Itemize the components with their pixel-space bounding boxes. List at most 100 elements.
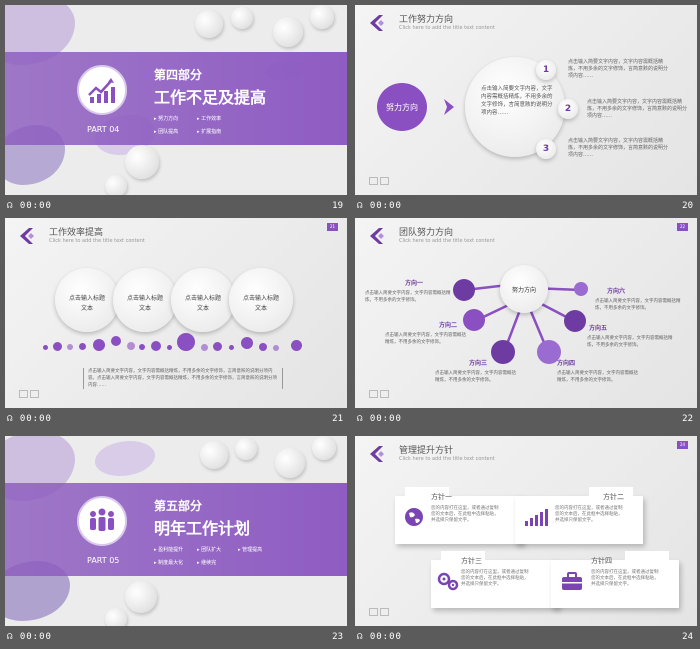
title-chevron-icon <box>370 446 384 462</box>
slide-subtitle: Click here to add the title text content <box>399 25 495 31</box>
bubble-decoration <box>125 145 159 179</box>
step-text: 点击输入简要文字内容，文字内容需概括精炼，不用多余的文字修饰，言简意赅的说明分项… <box>568 138 669 158</box>
title-band: PART 05 第五部分 明年工作计划 ▸ 盈利能提升 ▸ 团队扩大 ▸ 管理提… <box>5 483 347 576</box>
step-badge: 1 <box>536 60 556 80</box>
card-text: 您的内容打在这里，或者通过复制您的文本后，在此框中选择粘贴，并选择只保留文字。 <box>555 506 623 523</box>
slide-badge: 24 <box>677 441 688 449</box>
slide-nav-controls[interactable] <box>369 601 391 620</box>
bubble-decoration <box>125 581 157 613</box>
direction-text: 点击输入简要文字内容，文字内容需概括精炼，不用多余的文字修饰。 <box>365 291 451 303</box>
globe-icon <box>405 508 423 526</box>
title-chevron-icon <box>20 228 34 244</box>
direction-text: 点击输入简要文字内容，文字内容需概括精炼，不用多余的文字修饰。 <box>595 299 681 311</box>
agenda-item: ▸ 工作效率 <box>197 116 222 122</box>
slide-nav-controls[interactable] <box>369 170 391 189</box>
slide-subtitle: Click here to add the title text content <box>399 456 495 462</box>
slide-number: 24 <box>682 632 693 642</box>
slide-subtitle: Click here to add the title text content <box>399 238 495 244</box>
agenda-item: ▸ 管理提高 <box>238 547 263 553</box>
content-circle-text: 点击输入简要文字内容，文字内容需概括精炼，不用多余的文字修饰，言简意赅的说明分项… <box>481 86 553 116</box>
slide-nav-controls[interactable] <box>369 383 391 402</box>
direction-label: 方向四 <box>557 360 576 367</box>
section-title: 明年工作计划 <box>154 519 251 538</box>
step-text: 点击输入简要文字内容，文字内容需概括精炼，不用多余的文字修饰，言简意赅的说明分项… <box>587 99 688 119</box>
card-text: 您的内容打在这里，或者通过复制您的文本后，在此框中选择粘贴，并选择只保留文字。 <box>461 570 529 587</box>
petal-decoration <box>95 441 155 476</box>
direction-text: 点击输入简要文字内容，文字内容需概括精炼，不用多余的文字修饰。 <box>385 333 466 345</box>
card-title: 方针一 <box>431 493 452 501</box>
policy-card: 方针三 您的内容打在这里，或者通过复制您的文本后，在此框中选择粘贴，并选择只保留… <box>431 551 559 608</box>
topic-circle-text: 点击输入标题文本 <box>127 295 164 312</box>
slide-nav-controls[interactable] <box>19 383 41 402</box>
bubble-decoration <box>231 7 253 29</box>
direction-label: 方向五 <box>589 325 608 332</box>
slide-number: 21 <box>332 414 343 424</box>
slide-title: 工作效率提高 <box>49 228 104 238</box>
agenda-item: ▸ 制度最大化 <box>154 560 184 566</box>
card-title: 方针二 <box>603 493 624 501</box>
slide-footer: ☊ 00:00 23 <box>5 630 347 646</box>
direction-node <box>463 309 485 331</box>
section-heading: 第四部分 <box>154 68 203 82</box>
bubble-decoration <box>195 10 223 38</box>
topic-circle-text: 点击输入标题文本 <box>69 295 106 312</box>
summary-text: 点击输入简要文字内容，文字内容需概括精炼，不用多余的文字修饰，言简意赅的说明分项… <box>83 368 283 389</box>
slide-badge: 21 <box>327 223 338 231</box>
bubble-decoration <box>312 436 336 460</box>
timer-readout: ☊ 00:00 <box>357 201 402 211</box>
policy-card: 方针四 您的内容打在这里，或者通过复制您的文本后，在此框中选择粘贴，并选择只保留… <box>551 551 679 608</box>
slide-footer: ☊ 00:00 22 <box>355 412 697 428</box>
section-icon-circle <box>77 65 127 115</box>
topic-circle <box>113 268 177 332</box>
slide-title: 团队努力方向 <box>399 228 454 238</box>
slide-subtitle: Click here to add the title text content <box>49 238 145 244</box>
direction-label: 方向一 <box>405 280 424 287</box>
agenda-item: ▸ 盈利能提升 <box>154 547 184 553</box>
part-label: PART 04 <box>87 125 120 134</box>
policy-card: 方针一 您的内容打在这里，或者通过复制您的文本后，在此框中选择粘贴，并选择只保留… <box>395 487 523 544</box>
slide-footer: ☊ 00:00 20 <box>355 199 697 215</box>
direction-label: 方向六 <box>607 288 626 295</box>
arrow-right-icon <box>444 99 454 115</box>
slide-footer: ☊ 00:00 21 <box>5 412 347 428</box>
bubble-decoration <box>310 5 334 29</box>
slide-number: 22 <box>682 414 693 424</box>
direction-node <box>537 340 561 364</box>
title-band: PART 04 第四部分 工作不足及提高 ▸ 努力方向 ▸ 工作效率 ▸ 团队提… <box>5 52 347 145</box>
step-text: 点击输入简要文字内容，文字内容需概括精炼，不用多余的文字修饰，言简意赅的说明分项… <box>568 59 669 79</box>
title-chevron-icon <box>370 15 384 31</box>
timer-readout: ☊ 00:00 <box>357 632 402 642</box>
agenda-item: ▸ 努力方向 <box>154 116 179 122</box>
timer-readout: ☊ 00:00 <box>357 414 402 424</box>
direction-text: 点击输入简要文字内容，文字内容需概括精炼，不用多余的文字修饰。 <box>557 371 638 383</box>
slide-footer: ☊ 00:00 24 <box>355 630 697 646</box>
part-label: PART 05 <box>87 556 120 565</box>
slide-number: 20 <box>682 201 693 211</box>
slide-badge: 22 <box>677 223 688 231</box>
direction-text: 点击输入简要文字内容，文字内容需概括精炼，不用多余的文字修饰。 <box>587 336 673 348</box>
agenda-item: ▸ 扩展指南 <box>197 129 222 135</box>
agenda-item: ▸ 团队提高 <box>154 129 179 135</box>
slide-footer: ☊ 00:00 19 <box>5 199 347 215</box>
bar-chart-icon <box>525 509 548 526</box>
direction-node <box>564 310 586 332</box>
gears-icon <box>437 572 459 591</box>
focus-circle: 努力方向 <box>377 83 427 131</box>
bubble-decoration <box>275 448 305 478</box>
topic-circle <box>229 268 293 332</box>
title-chevron-icon <box>370 228 384 244</box>
direction-node <box>574 282 588 296</box>
growth-chart-icon <box>88 78 115 103</box>
topic-circle <box>55 268 119 332</box>
topic-circle-text: 点击输入标题文本 <box>243 295 280 312</box>
section-icon-circle <box>77 496 127 546</box>
step-badge: 3 <box>536 139 556 159</box>
hub-circle: 努力方向 <box>500 265 548 313</box>
bubble-decoration <box>235 438 257 460</box>
timer-readout: ☊ 00:00 <box>7 201 52 211</box>
policy-card: 方针二 您的内容打在这里，或者通过复制您的文本后，在此框中选择粘贴，并选择只保留… <box>515 487 643 544</box>
bubble-decoration <box>273 17 303 47</box>
spoke-lines <box>464 281 582 353</box>
slide-number: 19 <box>332 201 343 211</box>
bubble-decoration <box>105 175 127 195</box>
